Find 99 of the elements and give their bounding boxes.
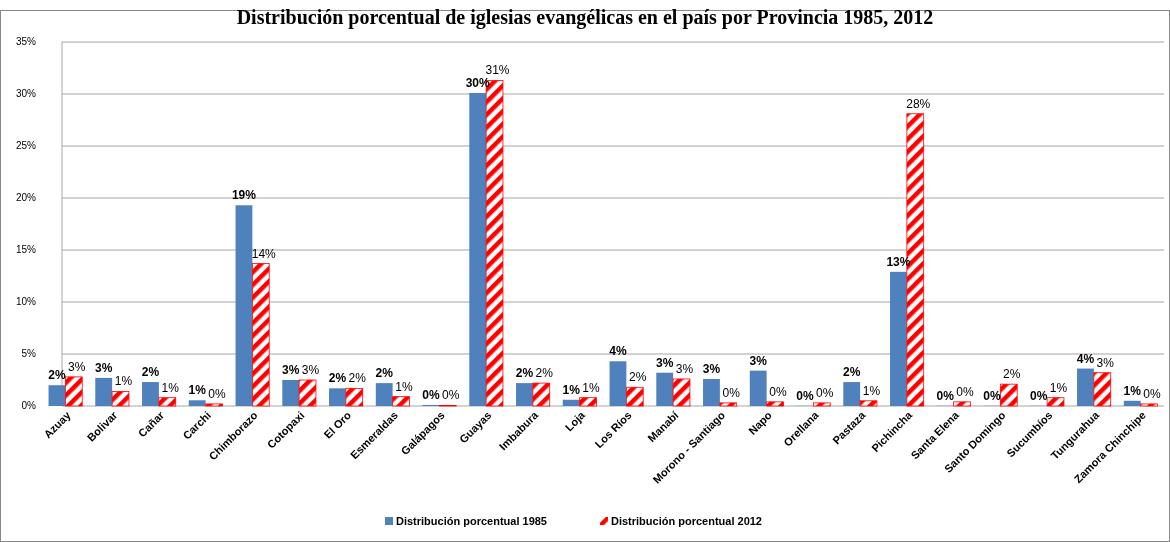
data-label: 3% [95,360,113,375]
y-tick-label: 5% [21,348,37,359]
bar [609,361,627,406]
data-label: 1% [1123,383,1142,398]
data-label: 0% [796,388,814,403]
data-label: 1% [1049,380,1068,395]
bar [205,403,223,407]
bar [282,380,300,406]
data-label: 28% [906,96,931,111]
data-label: 3% [702,361,721,376]
data-label: 1% [114,374,133,389]
data-label: 31% [485,63,510,78]
data-label: 0% [208,386,227,401]
data-label: 19% [231,188,257,203]
data-label: 3% [282,363,300,377]
data-label: 4% [609,344,627,359]
data-label: 2% [1003,367,1021,382]
data-label: 2% [375,366,394,381]
bar [1123,400,1141,406]
y-tick-label: 20% [15,192,37,203]
data-label: 0% [722,385,741,400]
data-label: 2% [48,368,66,383]
bar [656,372,674,406]
data-label: 4% [1076,351,1095,366]
data-label: 2% [535,366,554,381]
data-label: 2% [348,371,367,386]
y-tick-label: 10% [15,296,37,307]
y-tick-label: 0% [21,400,37,411]
data-label: 1% [395,379,414,394]
data-label: 0% [1030,388,1048,403]
bar [469,92,487,406]
bar [562,399,580,406]
data-label: 1% [862,383,881,398]
bar [64,376,83,407]
data-label: 3% [675,361,694,376]
data-label: 3% [749,353,768,368]
data-label: 3% [68,359,86,374]
data-label: 0% [442,388,460,403]
legend-label: Distribución porcentual 1985 [396,515,547,527]
bar [999,383,1018,407]
bar [1140,403,1158,407]
data-label: 0% [936,388,955,403]
bar [158,397,177,407]
bar [345,387,364,407]
bar [95,377,113,406]
bar [1077,368,1094,406]
bar [890,271,907,406]
bar [1046,397,1065,407]
data-label: 3% [656,355,674,370]
data-label: 0% [1143,386,1162,401]
bar [625,386,644,407]
data-label: 13% [886,254,911,269]
bar [111,391,130,407]
data-label: 1% [161,380,180,395]
bar [766,401,784,407]
data-label: 14% [251,246,277,261]
data-label: 2% [843,365,861,380]
bar [251,263,270,407]
bar [719,402,738,407]
bar [843,382,861,406]
legend-label: Distribución porcentual 2012 [611,515,762,527]
bar [953,401,971,407]
bar [532,382,551,407]
bar [749,370,767,406]
data-label: 3% [1096,355,1115,370]
bar [375,383,393,406]
bar [188,400,206,406]
bar [579,397,597,407]
bar [672,378,691,407]
data-label: 2% [141,365,160,380]
data-label: 1% [188,383,207,398]
data-label: 0% [769,384,788,399]
bar [859,400,878,407]
data-label: 30% [465,75,491,90]
bar [329,388,346,406]
y-tick-label: 25% [15,140,37,151]
data-label: 2% [629,370,647,385]
data-label: 1% [562,382,581,397]
bar [392,396,410,407]
x-tick-label: El Oro [321,408,354,441]
bar [298,379,317,407]
y-tick-label: 35% [15,36,37,47]
bar [812,402,831,407]
bar [516,383,533,406]
bar [142,382,159,406]
bar [235,205,253,406]
y-tick-label: 30% [15,88,37,99]
bar [703,378,720,406]
data-label: 0% [422,387,440,402]
bar [48,385,66,406]
data-label: 1% [582,380,601,395]
chart-title: Distribución porcentual de iglesias evangélicas en el país por Provincia 1985, 2012 [236,6,934,29]
data-label: 0% [956,384,975,399]
data-label: 2% [515,366,534,381]
data-label: 0% [816,385,834,400]
bar [1093,372,1112,407]
data-label: 3% [301,363,320,377]
y-tick-label: 15% [15,244,37,255]
data-label: 2% [328,371,347,386]
